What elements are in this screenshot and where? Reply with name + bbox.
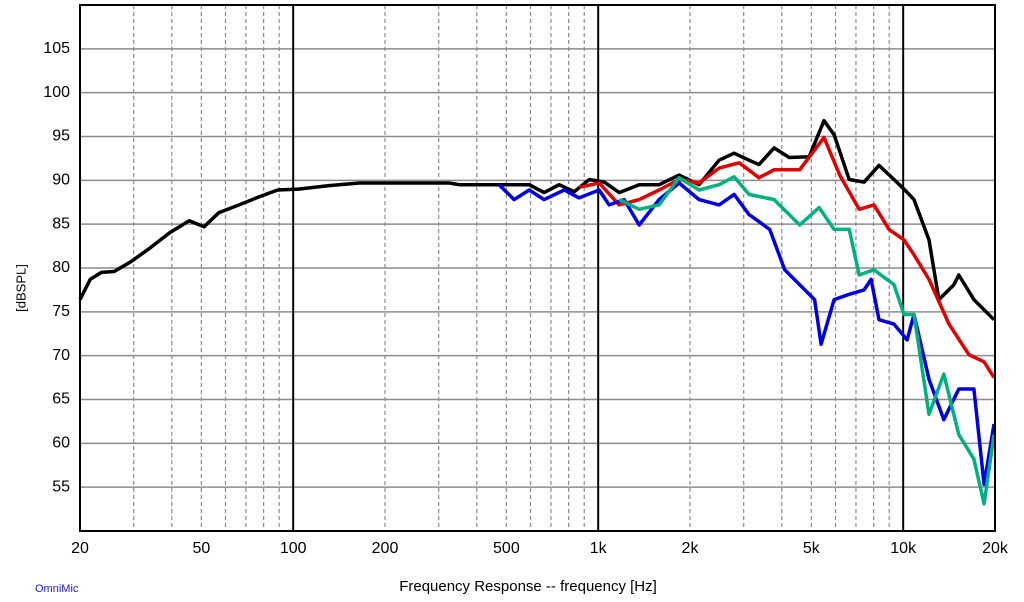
x-tick-label: 50	[192, 540, 210, 557]
y-axis-label: [dBSPL]	[13, 264, 28, 312]
watermark: OmniMic	[35, 583, 79, 595]
y-tick-label: 65	[52, 391, 70, 408]
x-tick-label: 20	[71, 540, 89, 557]
y-tick-label: 55	[52, 478, 70, 495]
response-line	[578, 135, 996, 379]
y-tick-label: 75	[52, 303, 70, 320]
response-line	[78, 118, 996, 321]
x-tick-label: 5k	[803, 540, 821, 557]
x-tick-label: 500	[493, 540, 520, 557]
y-tick-label: 105	[43, 40, 70, 57]
response-line	[618, 175, 996, 506]
y-tick-label: 95	[52, 128, 70, 145]
x-tick-label: 10k	[890, 540, 917, 557]
x-tick-label: 200	[372, 540, 399, 557]
plot-frame	[79, 4, 996, 532]
y-tick-label: 80	[52, 259, 70, 276]
y-tick-label: 90	[52, 172, 70, 189]
y-tick-label: 100	[43, 84, 70, 101]
x-axis-label: Frequency Response -- frequency [Hz]	[399, 578, 657, 595]
y-tick-label: 60	[52, 435, 70, 452]
x-tick-label: 20k	[982, 540, 1009, 557]
x-tick-label: 1k	[590, 540, 608, 557]
y-tick-label: 70	[52, 347, 70, 364]
x-tick-label: 100	[280, 540, 307, 557]
response-line	[497, 181, 996, 487]
y-tick-label: 85	[52, 215, 70, 232]
x-tick-label: 2k	[682, 540, 700, 557]
